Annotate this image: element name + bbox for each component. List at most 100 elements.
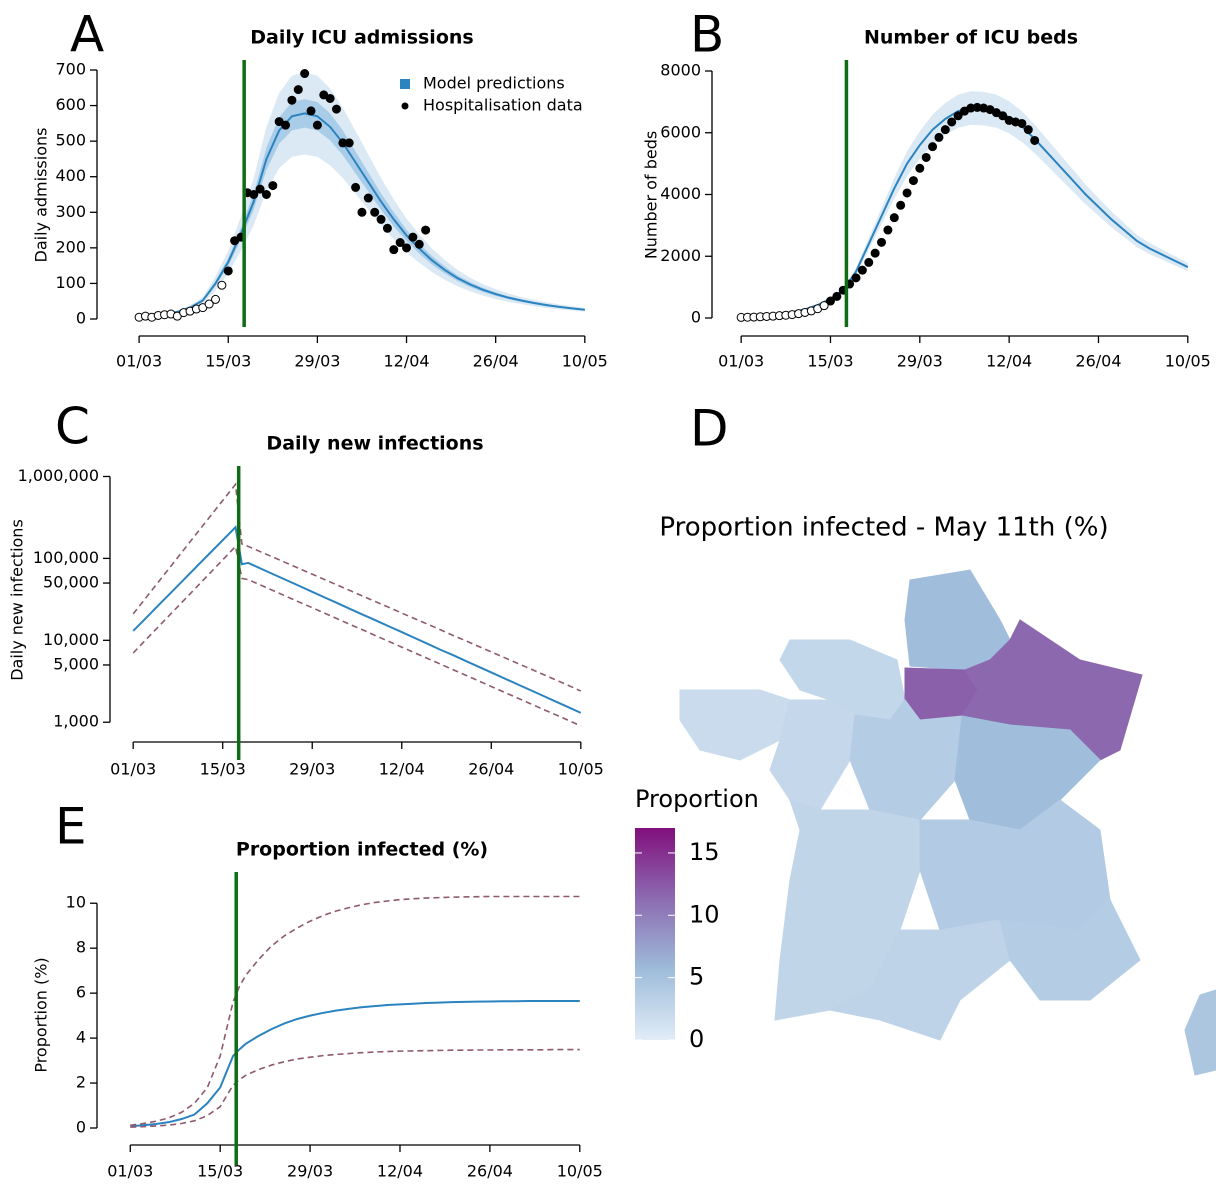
data-point (395, 238, 405, 248)
y-axis-label: Number of beds (642, 131, 661, 259)
data-point (408, 232, 418, 242)
data-point (351, 182, 361, 192)
y-tick-label: 300 (55, 202, 86, 221)
data-point (312, 120, 322, 130)
data-point (389, 245, 399, 255)
data-point (204, 299, 214, 309)
data-point (370, 207, 380, 217)
legend-title: Proportion (635, 785, 759, 813)
x-tick-label: 01/03 (107, 1162, 153, 1181)
data-point (864, 257, 874, 267)
region (999, 899, 1141, 1001)
data-point (402, 243, 412, 253)
data-point (998, 111, 1008, 121)
interval-line (132, 544, 582, 727)
data-point (293, 85, 303, 95)
data-point (414, 239, 424, 249)
data-point (331, 104, 341, 114)
x-tick-label: 26/04 (1075, 352, 1121, 371)
x-tick-label: 29/03 (294, 352, 340, 371)
panel-letter: A (70, 6, 104, 64)
chart-title: Daily new infections (266, 433, 483, 455)
chart-title: Daily ICU admissions (250, 27, 473, 49)
data-point (268, 181, 278, 191)
x-tick-label: 01/03 (116, 352, 162, 371)
data-point (947, 117, 957, 127)
y-tick-label: 50,000 (43, 573, 99, 592)
interval-line (132, 482, 582, 692)
data-point (421, 225, 431, 235)
data-point (883, 225, 893, 235)
data-point (857, 265, 867, 275)
data-point (217, 280, 227, 290)
colorbar-label: 5 (689, 963, 704, 991)
data-point (363, 193, 373, 203)
data-point (306, 106, 316, 116)
y-tick-label: 10 (66, 893, 86, 912)
map-title: Proportion infected - May 11th (%) (659, 513, 1108, 543)
x-tick-label: 29/03 (289, 760, 335, 779)
y-tick-label: 6 (76, 983, 86, 1002)
x-tick-label: 10/05 (1165, 352, 1211, 371)
y-tick-label: 500 (55, 131, 86, 150)
y-tick-label: 200 (55, 237, 86, 256)
data-point (928, 142, 938, 152)
region (1184, 989, 1216, 1076)
x-tick-label: 29/03 (897, 352, 943, 371)
data-point (211, 294, 221, 304)
y-tick-label: 6000 (660, 122, 701, 141)
data-point (915, 163, 925, 173)
data-point (325, 93, 335, 103)
data-point (877, 237, 887, 247)
data-point (908, 176, 918, 186)
median-line (132, 525, 582, 714)
y-tick-label: 0 (76, 309, 86, 328)
x-tick-label: 10/05 (557, 1162, 603, 1181)
panel-letter: B (690, 6, 724, 64)
x-tick-label: 12/04 (383, 352, 429, 371)
panel-letter: C (55, 398, 90, 456)
x-tick-label: 15/03 (807, 352, 853, 371)
data-point (819, 301, 829, 311)
prediction-band (139, 72, 585, 318)
data-point (223, 266, 233, 276)
y-tick-label: 4 (76, 1028, 86, 1047)
data-point (832, 291, 842, 301)
data-point (902, 188, 912, 198)
x-tick-label: 26/04 (473, 352, 519, 371)
colorbar-label: 10 (689, 900, 720, 928)
x-tick-label: 10/05 (562, 352, 608, 371)
x-tick-label: 26/04 (468, 760, 514, 779)
interval-line (130, 895, 580, 1127)
x-tick-label: 10/05 (558, 760, 604, 779)
panel-letter: E (55, 798, 87, 856)
data-point (287, 95, 297, 105)
y-axis-label: Daily admissions (32, 128, 51, 263)
x-tick-label: 15/03 (205, 352, 251, 371)
panel-letter: D (690, 400, 729, 458)
interval-line (130, 1048, 580, 1128)
data-point (255, 184, 265, 194)
data-point (889, 213, 899, 223)
data-point (1030, 135, 1040, 145)
data-point (382, 223, 392, 233)
y-tick-label: 600 (55, 95, 86, 114)
y-tick-label: 8 (76, 938, 86, 957)
colorbar (635, 828, 675, 1040)
data-point (376, 214, 386, 224)
data-point (870, 248, 880, 258)
y-tick-label: 0 (691, 308, 701, 327)
y-tick-label: 4000 (660, 184, 701, 203)
y-tick-label: 1,000,000 (18, 466, 99, 485)
legend-swatch (400, 79, 410, 89)
x-tick-label: 15/03 (197, 1162, 243, 1181)
chart-title: Number of ICU beds (864, 27, 1078, 49)
y-axis-label: Proportion (%) (32, 957, 51, 1072)
legend-label: Hospitalisation data (423, 96, 583, 115)
y-tick-label: 700 (55, 60, 86, 79)
y-tick-label: 100 (55, 273, 86, 292)
data-point (1023, 125, 1033, 135)
region (828, 919, 1011, 1041)
data-point (921, 152, 931, 162)
